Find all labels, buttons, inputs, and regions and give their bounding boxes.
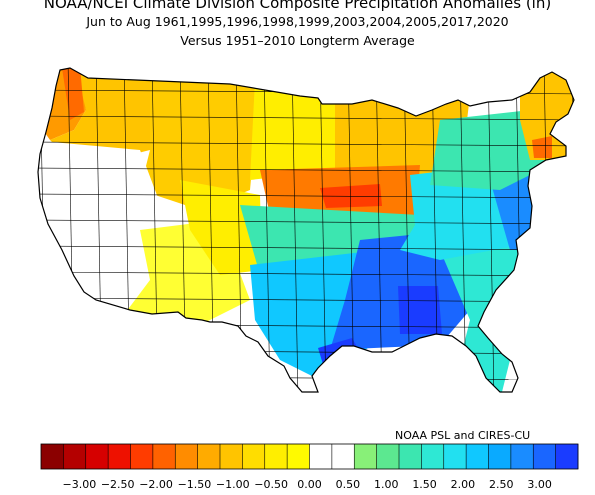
division-line bbox=[38, 271, 574, 277]
colorbar-segment bbox=[309, 444, 333, 469]
us-precip-anomaly-map bbox=[37, 67, 575, 393]
colorbar-segment bbox=[376, 444, 400, 469]
region-southern-rockies bbox=[180, 180, 262, 275]
colorbar-segment bbox=[421, 444, 445, 469]
colorbar-segment bbox=[510, 444, 534, 469]
colorbar-segment bbox=[152, 444, 176, 469]
colorbar-tick-label: −2.50 bbox=[101, 478, 135, 491]
colorbar-segment bbox=[130, 444, 154, 469]
division-line bbox=[291, 68, 299, 392]
colorbar-segment bbox=[443, 444, 467, 469]
colorbar-segment bbox=[264, 444, 288, 469]
colorbar-segment bbox=[41, 444, 64, 469]
colorbar-tick-label: −2.00 bbox=[139, 478, 173, 491]
region-washington-oregon-interior bbox=[50, 68, 160, 160]
colorbar-segment bbox=[555, 444, 579, 469]
colorbar-tick-label: −1.50 bbox=[178, 478, 212, 491]
colorbar-segment bbox=[399, 444, 422, 469]
map-subtitle: Jun to Aug 1961,1995,1996,1998,1999,2003… bbox=[86, 14, 509, 29]
division-line bbox=[38, 115, 574, 121]
division-line bbox=[38, 219, 574, 225]
colorbar-segment bbox=[533, 444, 557, 469]
colorbar-tick-label: 0.00 bbox=[297, 478, 322, 491]
division-line bbox=[459, 68, 467, 392]
division-line bbox=[38, 245, 574, 251]
colorbar-tick-label: 2.00 bbox=[451, 478, 476, 491]
colorbar-segment bbox=[108, 444, 131, 469]
hotspot-connecticut bbox=[532, 136, 552, 158]
region-northern-plains bbox=[250, 80, 340, 180]
colorbar-tick-label: 2.50 bbox=[489, 478, 514, 491]
colorbar-tick-label: −3.00 bbox=[62, 478, 96, 491]
colorbar-tick-label: 1.50 bbox=[412, 478, 437, 491]
colorbar-segment bbox=[175, 444, 199, 469]
hotspot-washington bbox=[62, 68, 84, 120]
colorbar-tick-label: −1.00 bbox=[216, 478, 250, 491]
region-northern-rockies bbox=[140, 68, 260, 210]
division-line bbox=[319, 68, 327, 392]
colorbar-tick-label: −0.50 bbox=[254, 478, 288, 491]
colorbar-segment bbox=[466, 444, 489, 469]
colorbar-segment bbox=[242, 444, 266, 469]
colorbar-segment bbox=[220, 444, 243, 469]
map-title: NOAA/NCEI Climate Division Composite Pre… bbox=[43, 0, 552, 12]
division-line bbox=[347, 68, 355, 392]
division-line bbox=[263, 68, 271, 392]
colorbar-segment bbox=[85, 444, 109, 469]
colorbar-segment bbox=[488, 444, 512, 469]
colorbar-segment bbox=[63, 444, 87, 469]
colorbar-segment bbox=[287, 444, 310, 469]
map-baseline: Versus 1951–2010 Longterm Average bbox=[180, 33, 415, 48]
hotspot-alabama bbox=[398, 286, 442, 334]
colorbar-segment bbox=[331, 444, 355, 469]
division-line bbox=[375, 68, 383, 392]
credit-text: NOAA PSL and CIRES-CU bbox=[395, 429, 531, 442]
division-line bbox=[38, 193, 574, 199]
colorbar-segment bbox=[197, 444, 221, 469]
division-line bbox=[38, 167, 574, 173]
colorbar-tick-label: 0.50 bbox=[336, 478, 361, 491]
colorbar-tick-label: 3.00 bbox=[527, 478, 552, 491]
division-line bbox=[38, 141, 574, 147]
colorbar-tick-label: 1.00 bbox=[374, 478, 399, 491]
colorbar-segment bbox=[354, 444, 378, 469]
